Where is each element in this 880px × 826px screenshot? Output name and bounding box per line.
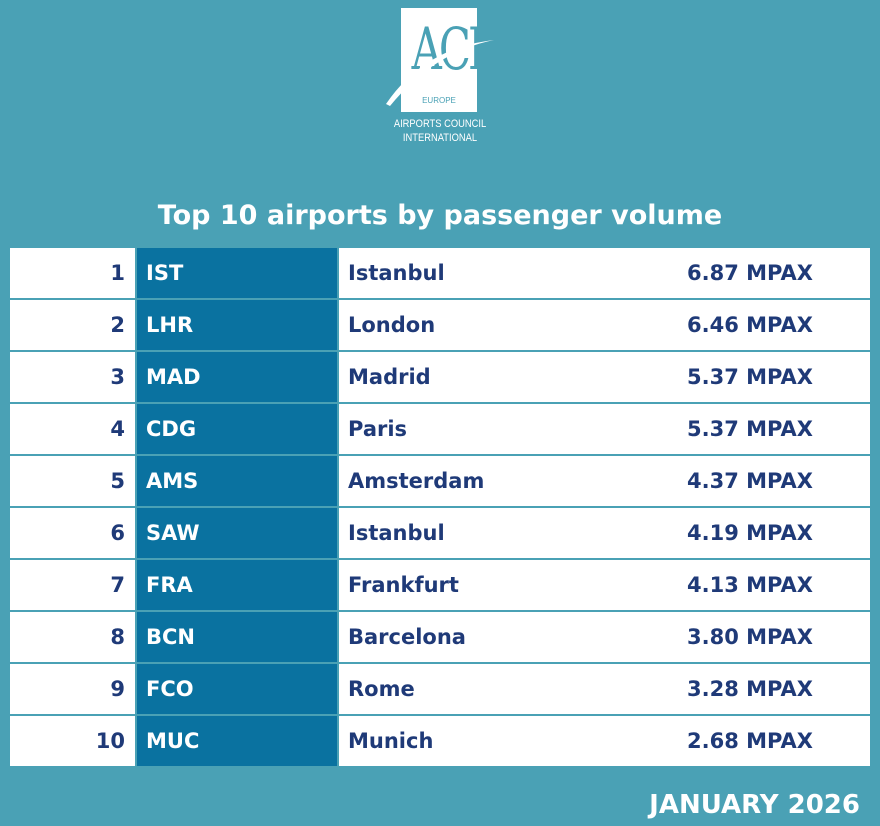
rank-cell: 2 <box>10 300 135 350</box>
airport-code-cell: CDG <box>137 404 337 454</box>
city-name: Paris <box>348 417 408 441</box>
passenger-value: 6.46 MPAX <box>687 313 813 337</box>
airport-code-cell: FCO <box>137 664 337 714</box>
city-cell: Madrid 5.37 MPAX <box>339 352 870 402</box>
passenger-value: 4.19 MPAX <box>687 521 813 545</box>
city-cell: Paris 5.37 MPAX <box>339 404 870 454</box>
city-cell: Istanbul 6.87 MPAX <box>339 248 870 298</box>
table-row: 7 FRA Frankfurt 4.13 MPAX <box>10 560 870 610</box>
rank-cell: 9 <box>10 664 135 714</box>
city-cell: Frankfurt 4.13 MPAX <box>339 560 870 610</box>
city-name: Istanbul <box>348 261 445 285</box>
rank-cell: 3 <box>10 352 135 402</box>
airport-code-cell: FRA <box>137 560 337 610</box>
table-row: 4 CDG Paris 5.37 MPAX <box>10 404 870 454</box>
rank-cell: 5 <box>10 456 135 506</box>
rank-cell: 4 <box>10 404 135 454</box>
rank-cell: 10 <box>10 716 135 766</box>
airport-code-cell: MAD <box>137 352 337 402</box>
rank-cell: 7 <box>10 560 135 610</box>
rank-cell: 1 <box>10 248 135 298</box>
logo-region: EUROPE <box>422 96 456 105</box>
airport-code-cell: IST <box>137 248 337 298</box>
aci-europe-logo: ACI EUROPE AIRPORTS COUNCIL INTERNATIONAL <box>384 8 496 153</box>
logo-name: AIRPORTS COUNCIL INTERNATIONAL <box>393 118 487 144</box>
passenger-value: 5.37 MPAX <box>687 417 813 441</box>
passenger-value: 3.28 MPAX <box>687 677 813 701</box>
airport-code-cell: MUC <box>137 716 337 766</box>
passenger-value: 3.80 MPAX <box>687 625 813 649</box>
city-name: Barcelona <box>348 625 466 649</box>
airport-code-cell: AMS <box>137 456 337 506</box>
table-row: 6 SAW Istanbul 4.19 MPAX <box>10 508 870 558</box>
city-name: Munich <box>348 729 434 753</box>
table-row: 8 BCN Barcelona 3.80 MPAX <box>10 612 870 662</box>
table-row: 3 MAD Madrid 5.37 MPAX <box>10 352 870 402</box>
city-name: Amsterdam <box>348 469 485 493</box>
city-cell: Munich 2.68 MPAX <box>339 716 870 766</box>
city-cell: London 6.46 MPAX <box>339 300 870 350</box>
city-name: Frankfurt <box>348 573 459 597</box>
airport-code-cell: BCN <box>137 612 337 662</box>
city-cell: Istanbul 4.19 MPAX <box>339 508 870 558</box>
rank-cell: 6 <box>10 508 135 558</box>
city-cell: Rome 3.28 MPAX <box>339 664 870 714</box>
page-title: Top 10 airports by passenger volume <box>157 200 723 231</box>
airport-ranking-table: 1 IST Istanbul 6.87 MPAX 2 LHR London 6.46 … <box>10 248 870 768</box>
city-name: Madrid <box>348 365 431 389</box>
passenger-value: 6.87 MPAX <box>687 261 813 285</box>
airport-code-cell: LHR <box>137 300 337 350</box>
city-name: London <box>348 313 436 337</box>
table-row: 9 FCO Rome 3.28 MPAX <box>10 664 870 714</box>
city-cell: Amsterdam 4.37 MPAX <box>339 456 870 506</box>
passenger-value: 4.13 MPAX <box>687 573 813 597</box>
report-date: JANUARY 2026 <box>649 790 860 820</box>
airport-code-cell: SAW <box>137 508 337 558</box>
table-row: 10 MUC Munich 2.68 MPAX <box>10 716 870 766</box>
table-row: 2 LHR London 6.46 MPAX <box>10 300 870 350</box>
rank-cell: 8 <box>10 612 135 662</box>
city-cell: Barcelona 3.80 MPAX <box>339 612 870 662</box>
table-row: 5 AMS Amsterdam 4.37 MPAX <box>10 456 870 506</box>
table-row: 1 IST Istanbul 6.87 MPAX <box>10 248 870 298</box>
city-name: Rome <box>348 677 415 701</box>
passenger-value: 2.68 MPAX <box>687 729 813 753</box>
passenger-value: 4.37 MPAX <box>687 469 813 493</box>
passenger-value: 5.37 MPAX <box>687 365 813 389</box>
city-name: Istanbul <box>348 521 445 545</box>
